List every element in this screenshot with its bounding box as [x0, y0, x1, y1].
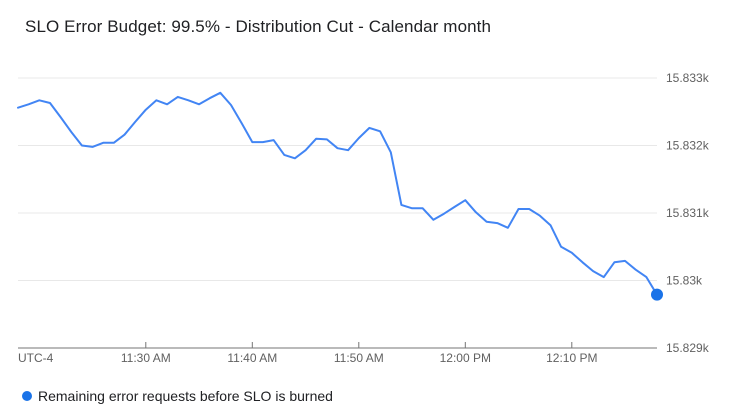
y-tick-label: 15.833k — [666, 71, 710, 85]
y-tick-label: 15.83k — [666, 274, 703, 288]
x-tick-label: 11:30 AM — [121, 351, 171, 365]
y-tick-label: 15.832k — [666, 139, 710, 153]
y-tick-label: 15.829k — [666, 341, 710, 355]
x-tick-label: 11:50 AM — [334, 351, 384, 365]
legend-series-dot-icon — [22, 391, 32, 401]
legend-series-label[interactable]: Remaining error requests before SLO is b… — [38, 388, 333, 404]
series-endpoint-dot[interactable] — [651, 288, 663, 301]
timezone-label: UTC-4 — [18, 351, 54, 365]
x-tick-label: 12:10 PM — [546, 351, 597, 365]
chart-title: SLO Error Budget: 99.5% - Distribution C… — [25, 17, 492, 36]
x-tick-label: 11:40 AM — [227, 351, 277, 365]
series-line[interactable] — [17, 91, 658, 296]
chart-legend: Remaining error requests before SLO is b… — [22, 387, 333, 405]
x-tick-label: 12:00 PM — [440, 351, 491, 365]
y-tick-label: 15.831k — [666, 206, 710, 220]
